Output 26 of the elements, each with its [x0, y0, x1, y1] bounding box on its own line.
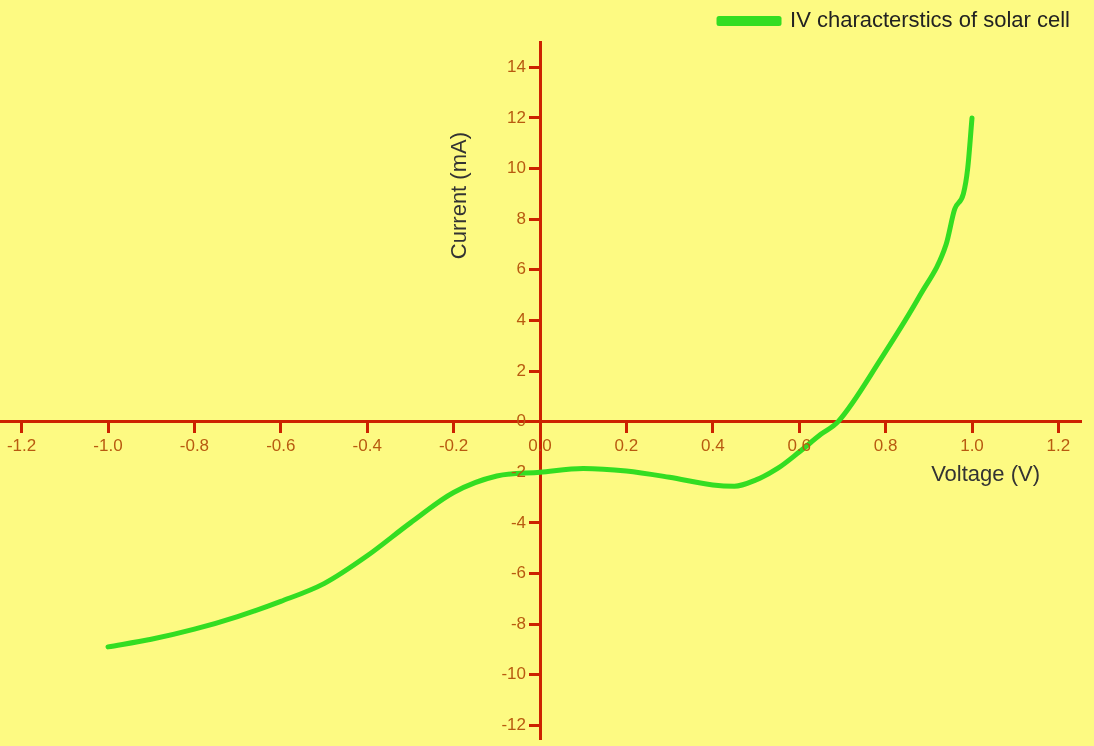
y-tick-label: 6 [516, 259, 526, 279]
x-tick-label: -0.6 [266, 435, 296, 455]
x-tick-label: 0.2 [614, 435, 639, 455]
y-tick-label: 12 [507, 107, 526, 127]
y-tick-label: 8 [516, 208, 526, 228]
x-tick-label: -1.2 [6, 435, 37, 455]
x-tick-label: 1.0 [960, 435, 984, 455]
y-tick-label: -8 [510, 613, 526, 633]
x-tick-label: -0.2 [438, 435, 469, 455]
y-tick-label: 14 [507, 57, 526, 76]
legend-label: IV characterstics of solar cell [790, 7, 1070, 33]
y-tick-label: -10 [501, 664, 526, 684]
x-tick-label: -1.0 [93, 435, 123, 455]
y-tick-label: 2 [516, 360, 526, 380]
x-tick-label: -0.8 [179, 435, 210, 455]
x-axis-title: Voltage (V) [931, 460, 1040, 486]
x-tick-label: -0.4 [352, 435, 382, 455]
x-tick-label: 0.4 [700, 435, 725, 455]
y-tick-label: -6 [510, 563, 526, 583]
y-tick-label: 10 [507, 158, 526, 178]
x-tick-label: 1.2 [1046, 435, 1071, 455]
y-tick-label: -12 [501, 715, 526, 735]
x-tick-label: 0.8 [873, 435, 898, 455]
y-tick-label: -4 [510, 512, 526, 532]
y-tick-label: 4 [516, 310, 526, 330]
y-axis-title: Current (mA) [446, 132, 472, 260]
